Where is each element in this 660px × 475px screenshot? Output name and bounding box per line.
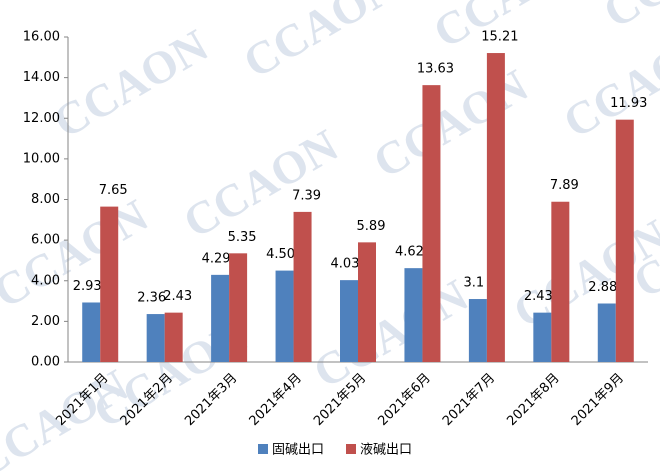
data-label: 2.43 [163,289,192,304]
data-label: 2.88 [588,280,617,295]
bar [293,211,312,362]
bar [615,119,634,362]
data-label: 2.36 [137,291,166,306]
legend-swatch [346,444,356,454]
y-tick-label: 12.00 [23,111,60,126]
watermark: CCAON [0,189,156,318]
x-tick-label: 2021年6月 [376,371,434,429]
bar [146,314,165,362]
bar [82,302,101,362]
y-tick-label: 16.00 [23,30,60,45]
data-label: 4.03 [331,257,360,272]
data-label: 7.65 [99,183,128,198]
x-tick-label: 2021年8月 [504,371,562,429]
watermark: CCAON [555,19,660,148]
bar [597,303,616,362]
data-label: 4.50 [266,247,295,262]
data-label: 7.39 [292,188,321,203]
bar [404,268,423,362]
data-label: 15.21 [481,30,518,45]
watermark: CCAON [305,269,477,398]
y-tick-label: 2.00 [31,314,60,329]
bar [422,85,441,362]
legend-label: 液碱出口 [360,443,412,458]
data-label: 5.89 [357,219,386,234]
data-label: 11.93 [610,96,647,111]
bar [229,253,248,362]
bar [340,280,358,362]
x-tick-label: 2021年7月 [440,371,498,429]
data-label: 2.93 [73,279,102,294]
data-label: 4.62 [395,245,424,260]
y-tick-label: 4.00 [31,273,60,288]
watermark: CCAON [45,19,217,148]
watermark: CCAON [175,119,347,248]
bar [211,274,230,362]
data-label: 4.29 [202,251,231,266]
bar [533,312,552,362]
bar [164,312,183,362]
bar [551,201,570,362]
bar [468,299,487,362]
bar [486,53,505,362]
y-tick-label: 14.00 [23,70,60,85]
data-label: 7.89 [550,178,579,193]
y-tick-label: 0.00 [31,355,60,370]
y-tick-label: 8.00 [31,192,60,207]
data-label: 2.43 [524,289,553,304]
bar [100,206,119,362]
legend-swatch [258,444,268,454]
y-tick-label: 6.00 [31,233,60,248]
x-tick-label: 2021年9月 [569,371,627,429]
legend-label: 固碱出口 [272,443,324,458]
data-label: 5.35 [228,230,257,245]
watermark: CCAON [595,0,660,38]
data-label: 13.63 [417,62,454,77]
y-tick-label: 10.00 [23,151,60,166]
bar [358,242,376,362]
watermark: CCAON [235,0,407,88]
bar [275,270,294,362]
data-label: 3.1 [464,276,485,291]
watermark: CCAON [365,59,537,188]
x-tick-label: 2021年4月 [247,371,305,429]
